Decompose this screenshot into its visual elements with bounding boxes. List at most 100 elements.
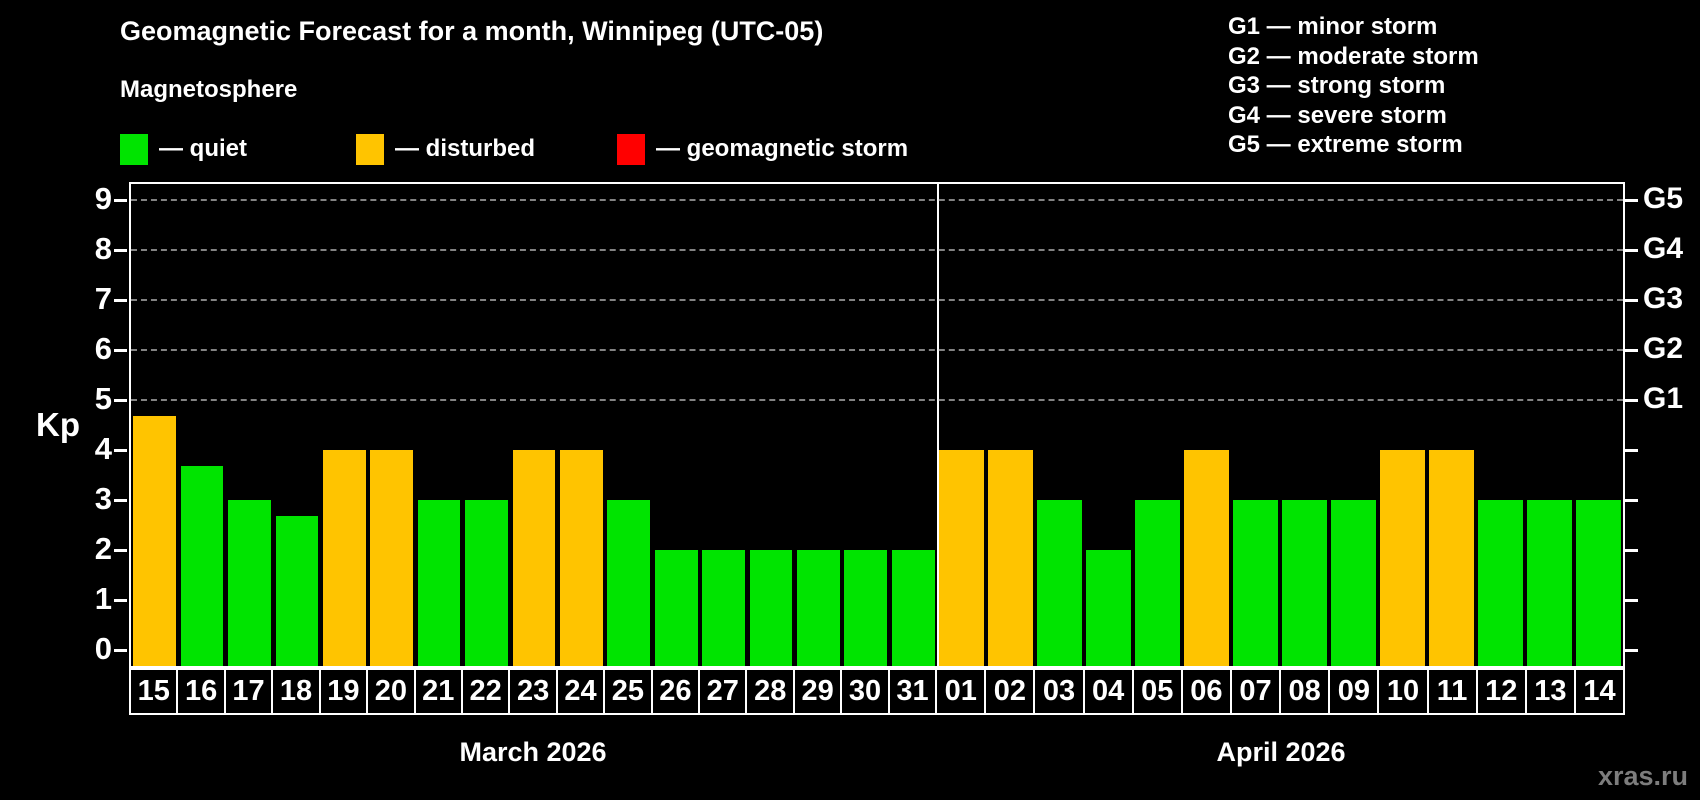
right-axis-label-g2: G2 (1643, 332, 1684, 365)
kp-bar-mar-15 (133, 416, 177, 666)
kp-bar-apr-08 (1282, 500, 1327, 666)
day-column (1574, 184, 1623, 666)
kp-bar-apr-05 (1135, 500, 1180, 666)
gridline-kp8 (131, 249, 1623, 251)
y-tick-label-1: 1 (94, 581, 112, 616)
left-tick-kp3 (114, 499, 127, 502)
left-tick-kp7 (114, 299, 127, 302)
left-tick-kp2 (114, 549, 127, 552)
kp-bar-apr-09 (1331, 500, 1376, 666)
kp-bar-mar-21 (417, 500, 461, 666)
day-column (415, 184, 462, 666)
legend-item-quiet: — quiet (120, 133, 247, 165)
y-tick-label-9: 9 (94, 181, 112, 216)
day-column (510, 184, 557, 666)
left-tick-kp6 (114, 349, 127, 352)
right-tick-kp6 (1625, 349, 1638, 352)
day-label-apr-04: 04 (1082, 668, 1134, 715)
day-column (368, 184, 415, 666)
day-column (652, 184, 699, 666)
day-label-mar-20: 20 (366, 668, 416, 715)
right-tick-kp9 (1625, 199, 1638, 202)
day-column (558, 184, 605, 666)
kp-bar-mar-27 (702, 550, 745, 666)
kp-bar-mar-18 (275, 516, 319, 666)
right-tick-kp2 (1625, 549, 1638, 552)
kp-bar-apr-14 (1576, 500, 1621, 666)
day-column (1280, 184, 1329, 666)
day-column (1084, 184, 1133, 666)
right-axis-label-g4: G4 (1643, 232, 1684, 265)
g-scale-legend: G1 — minor storm G2 — moderate storm G3 … (1228, 12, 1479, 160)
left-tick-kp9 (114, 199, 127, 202)
day-label-mar-15: 15 (129, 668, 179, 715)
day-label-mar-26: 26 (650, 668, 701, 715)
day-label-apr-08: 08 (1279, 668, 1331, 715)
right-tick-kp1 (1625, 599, 1638, 602)
bars-container (131, 184, 1623, 666)
chart-subtitle: Magnetosphere (120, 76, 298, 103)
kp-bar-mar-17 (228, 500, 271, 666)
bar-group-march (131, 184, 937, 666)
day-label-mar-22: 22 (460, 668, 511, 715)
day-label-mar-31: 31 (887, 668, 938, 715)
x-axis-day-labels: 15 16 17 18 19 20 21 22 23 24 25 26 27 28 29 30 31 01 02 03… (129, 668, 1626, 715)
storm-color-swatch (617, 133, 645, 165)
kp-bar-apr-13 (1527, 500, 1572, 666)
legend-item-geomagnetic-storm: — geomagnetic storm (617, 133, 908, 165)
kp-bar-apr-10 (1380, 450, 1425, 666)
plot-area: 0 1 2 3 4 5 6 7 8 9 G1 G2 G3 G4 G5 (95, 182, 1683, 668)
y-tick-label-8: 8 (94, 231, 112, 266)
day-column (1525, 184, 1574, 666)
day-label-mar-23: 23 (508, 668, 558, 715)
month-label-march: March 2026 (459, 737, 607, 767)
g-scale-legend-line: G4 — severe storm (1228, 101, 1447, 129)
day-label-mar-21: 21 (413, 668, 463, 715)
day-label-apr-02: 02 (984, 668, 1036, 715)
day-column (890, 184, 937, 666)
legend-item-disturbed: — disturbed (356, 133, 535, 165)
right-tick-kp0 (1625, 649, 1638, 652)
day-column (1476, 184, 1525, 666)
right-tick-kp3 (1625, 499, 1638, 502)
day-label-mar-19: 19 (318, 668, 369, 715)
day-column (273, 184, 320, 666)
kp-bar-mar-30 (844, 550, 888, 666)
kp-bar-mar-29 (797, 550, 840, 666)
day-column (842, 184, 889, 666)
y-tick-label-5: 5 (94, 381, 112, 416)
right-tick-kp8 (1625, 249, 1638, 252)
day-label-apr-12: 12 (1475, 668, 1527, 715)
y-tick-label-7: 7 (94, 281, 112, 316)
day-label-mar-28: 28 (745, 668, 795, 715)
day-column (605, 184, 652, 666)
day-column (937, 184, 986, 666)
chart-title: Geomagnetic Forecast for a month, Winnip… (120, 16, 824, 46)
gridline-kp6 (131, 349, 1623, 351)
g-scale-legend-line: G5 — extreme storm (1228, 131, 1463, 158)
day-label-apr-01: 01 (935, 668, 987, 715)
kp-bar-mar-26 (654, 550, 698, 666)
y-tick-label-4: 4 (94, 431, 112, 466)
day-label-mar-27: 27 (698, 668, 748, 715)
day-label-group-april: 01 02 03 04 05 06 07 08 09 10 11 12 13 14 (935, 668, 1626, 715)
day-label-mar-24: 24 (555, 668, 606, 715)
left-tick-kp5 (114, 399, 127, 402)
g-scale-legend-line: G3 — strong storm (1228, 72, 1446, 99)
day-column (178, 184, 225, 666)
day-column (1133, 184, 1182, 666)
left-tick-kp1 (114, 599, 127, 602)
day-column (1231, 184, 1280, 666)
kp-bar-mar-25 (607, 500, 651, 666)
day-column (1035, 184, 1084, 666)
kp-bar-mar-16 (180, 466, 224, 666)
right-axis-label-g1: G1 (1643, 382, 1684, 415)
kp-bar-mar-22 (465, 500, 508, 666)
y-tick-label-3: 3 (94, 481, 112, 516)
month-separator-line (937, 184, 939, 666)
kp-bar-apr-06 (1184, 450, 1229, 666)
day-label-mar-30: 30 (840, 668, 890, 715)
day-column (226, 184, 273, 666)
y-tick-label-0: 0 (94, 631, 112, 666)
